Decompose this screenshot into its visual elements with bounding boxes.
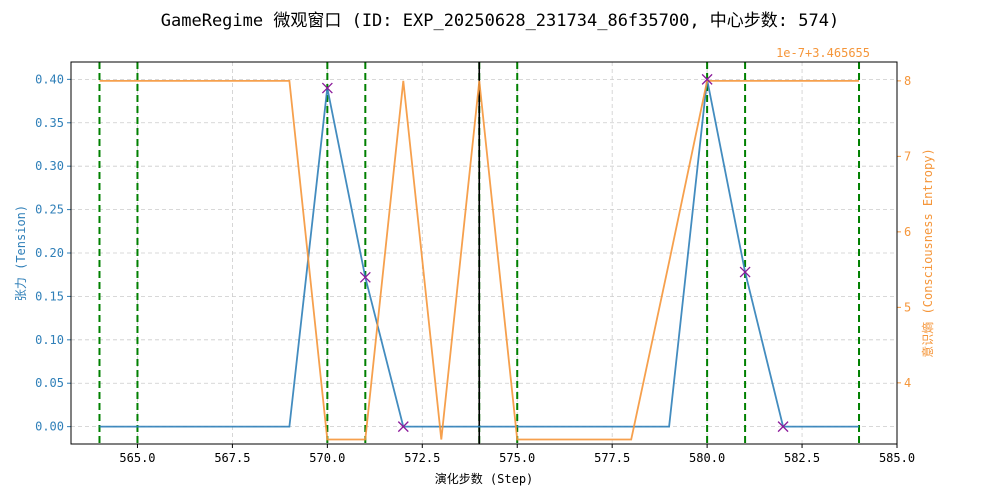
x-tick-label: 570.0 (309, 451, 345, 465)
y-right-tick-label: 5 (904, 300, 911, 314)
y-right-tick-label: 8 (904, 74, 911, 88)
marker-stroke (739, 266, 751, 278)
extremum-marker (321, 82, 333, 94)
y-axis-right: 4 5 6 7 8 (897, 74, 911, 390)
plot-area (99, 73, 859, 441)
plot-frame (70, 61, 898, 445)
x-axis-label: 演化步数 (Step) (435, 471, 534, 486)
x-tick-label: 567.5 (214, 451, 250, 465)
y-left-tick-label: 0.35 (35, 116, 64, 130)
x-tick-label: 575.0 (499, 451, 535, 465)
x-axis: 565.0 567.5 570.0 572.5 575.0 577.5 580.0 582.5… (119, 444, 915, 465)
y-right-tick-label: 4 (904, 376, 911, 390)
extremum-marker (777, 421, 789, 433)
y-left-tick-label: 0.05 (35, 376, 64, 390)
y-axis-left: 0.00 0.05 0.10 0.15 0.20 0.25 0.30 0.35 0.40 (35, 72, 71, 434)
y-left-tick-label: 0.15 (35, 289, 64, 303)
extremum-marker (739, 266, 751, 278)
extremum-marker (397, 421, 409, 433)
y-right-tick-label: 7 (904, 149, 911, 163)
marker-stroke (397, 421, 409, 433)
marker-stroke (359, 271, 371, 283)
extremum-marker (359, 271, 371, 283)
marker-stroke (701, 73, 713, 85)
y-axis-right-offset-label: 1e-7+3.465655 (776, 46, 870, 60)
event-lines (98, 62, 861, 444)
x-tick-label: 585.0 (879, 451, 915, 465)
y-axis-left-label: 张力 (Tension) (14, 205, 28, 301)
y-axis-right-label: 意识熵 (Consciousness Entropy) (920, 148, 935, 357)
y-left-tick-label: 0.00 (35, 420, 64, 434)
y-left-tick-label: 0.40 (35, 72, 64, 86)
chart-title: GameRegime 微观窗口 (ID: EXP_20250628_231734… (161, 11, 839, 31)
x-tick-label: 580.0 (689, 451, 725, 465)
x-tick-label: 565.0 (119, 451, 155, 465)
entropy-series-line (99, 80, 859, 441)
y-right-tick-label: 6 (904, 225, 911, 239)
x-tick-label: 577.5 (594, 451, 630, 465)
extremum-marker (701, 73, 713, 85)
y-left-tick-label: 0.20 (35, 246, 64, 260)
tension-series-line (99, 79, 859, 428)
y-left-tick-label: 0.25 (35, 203, 64, 217)
y-left-tick-label: 0.10 (35, 333, 64, 347)
x-tick-label: 582.5 (784, 451, 820, 465)
marker-stroke (321, 82, 333, 94)
x-tick-label: 572.5 (404, 451, 440, 465)
y-left-tick-label: 0.30 (35, 159, 64, 173)
marker-stroke (777, 421, 789, 433)
